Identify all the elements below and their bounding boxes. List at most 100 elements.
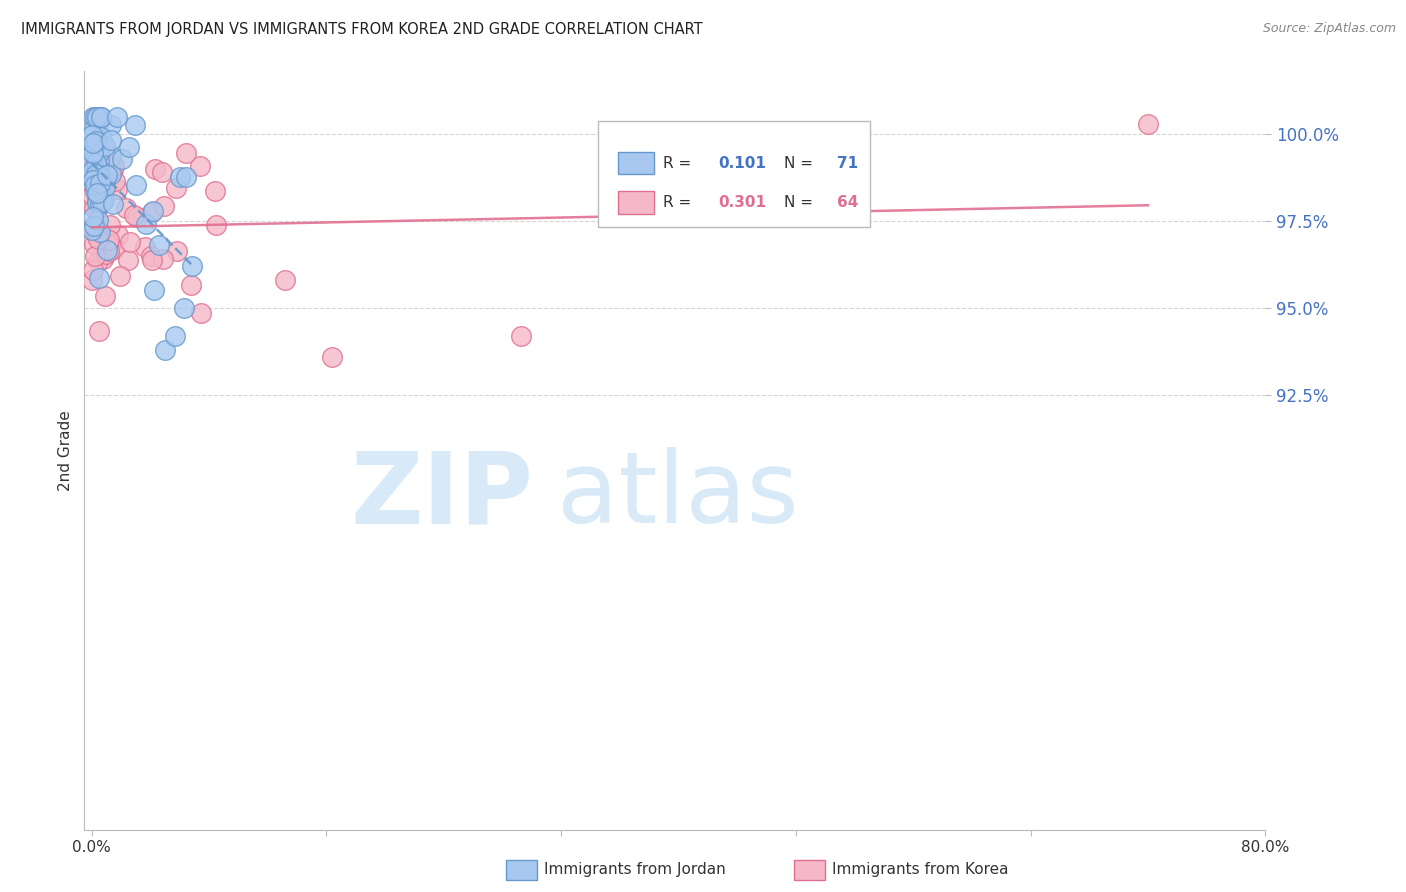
Point (139, 249, 162, 263)
Point (90, 110, 112, 124)
Point (124, 119, 146, 133)
Point (87, 145, 110, 160)
Point (124, 178, 146, 192)
Point (84, 202, 107, 217)
Point (87, 213, 110, 227)
Point (117, 253, 139, 268)
Point (142, 284, 165, 298)
Point (98, 244, 121, 258)
Point (94, 180, 117, 194)
Point (82, 136, 104, 151)
Point (104, 174, 127, 188)
Text: R =: R = (664, 155, 696, 170)
Point (135, 218, 157, 232)
Text: 64: 64 (837, 195, 858, 210)
Point (90, 188, 112, 202)
Point (84, 219, 107, 234)
Point (122, 208, 145, 222)
Point (115, 201, 138, 215)
Point (89, 162, 111, 177)
Point (100, 118, 122, 132)
Point (110, 268, 132, 283)
Point (87, 160, 110, 174)
Point (84, 249, 107, 263)
FancyBboxPatch shape (619, 152, 654, 175)
Text: N =: N = (783, 195, 817, 210)
Point (321, 350, 343, 364)
Point (174, 169, 197, 184)
Point (94, 247, 117, 261)
Point (98, 218, 121, 232)
Point (89, 153, 111, 168)
Point (153, 343, 176, 357)
Point (86, 224, 108, 238)
Point (174, 146, 197, 161)
Point (101, 161, 124, 176)
Point (105, 182, 128, 196)
Point (205, 218, 228, 232)
Point (86, 254, 108, 268)
Point (103, 159, 125, 173)
Point (103, 197, 125, 211)
Point (82, 173, 104, 187)
Point (96, 169, 118, 183)
Point (90, 177, 112, 191)
Point (165, 328, 187, 343)
Point (134, 240, 156, 254)
Point (80, 188, 103, 202)
Point (100, 133, 122, 147)
Point (89, 169, 111, 183)
Point (94, 139, 117, 153)
Point (150, 165, 173, 179)
Point (142, 203, 165, 218)
Point (83, 170, 105, 185)
Point (100, 149, 122, 163)
Point (86, 195, 108, 210)
Point (107, 228, 129, 243)
Point (91, 252, 114, 266)
Point (148, 238, 170, 252)
Point (87, 221, 110, 235)
Point (274, 273, 297, 287)
Point (98, 239, 121, 253)
Point (96, 178, 118, 192)
Point (188, 159, 211, 173)
Point (80, 154, 103, 169)
Point (89, 225, 111, 239)
Point (82, 262, 104, 277)
Point (94, 139, 117, 153)
Point (98, 160, 121, 174)
Point (1137, 116, 1160, 130)
Point (180, 259, 202, 273)
Point (84, 164, 107, 178)
Point (105, 110, 128, 124)
Point (125, 210, 148, 224)
Point (80, 220, 103, 235)
Point (83, 161, 105, 176)
Point (82, 128, 104, 143)
Point (84, 110, 107, 124)
Text: Immigrants from Korea: Immigrants from Korea (832, 863, 1010, 877)
Point (83, 153, 105, 167)
Point (111, 152, 134, 166)
Point (86, 110, 108, 124)
Point (169, 169, 191, 184)
Point (190, 306, 212, 320)
Text: 0.301: 0.301 (718, 195, 766, 210)
Point (90, 194, 112, 209)
Point (86, 194, 108, 208)
Point (86, 186, 108, 200)
Point (165, 181, 187, 195)
Point (82, 110, 104, 124)
Point (153, 199, 176, 213)
Text: atlas: atlas (557, 448, 799, 544)
Point (82, 169, 104, 183)
FancyBboxPatch shape (598, 120, 870, 227)
Point (82, 167, 104, 181)
Text: Immigrants from Jordan: Immigrants from Jordan (544, 863, 725, 877)
Text: 0.101: 0.101 (718, 155, 766, 170)
Point (96, 244, 118, 258)
Point (84, 156, 107, 170)
Point (103, 243, 125, 257)
Point (118, 235, 141, 249)
